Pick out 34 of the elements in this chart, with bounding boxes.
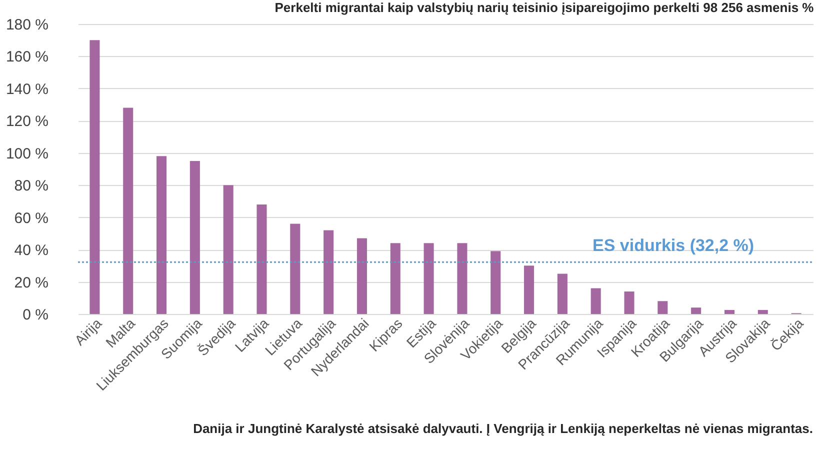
bar (324, 230, 334, 314)
bar (691, 308, 702, 314)
bar (390, 243, 400, 314)
y-tick-label: 40 % (14, 242, 48, 260)
text: Danija ir Jungtinė Karalystė atsisakė dalyvauti. Į Vengriją ir Lenkiją neperkeltas nė vienas migrantas. (193, 421, 813, 436)
bar (557, 274, 568, 314)
bar (123, 108, 134, 314)
y-tick-label: 120 % (6, 113, 48, 130)
bar (658, 301, 668, 314)
bar (424, 243, 434, 314)
bar (90, 40, 100, 314)
y-tick-label: 100 % (6, 145, 48, 162)
ref-line-label: ES vidurkis (32,2 %) (592, 236, 754, 256)
bar (590, 288, 601, 314)
y-tick-label: 160 % (6, 48, 48, 66)
y-tick-label: 20 % (14, 274, 48, 292)
y-tick-label: 80 % (14, 178, 48, 195)
bar (223, 185, 234, 314)
bar (457, 243, 468, 314)
bar (290, 224, 300, 314)
y-tick-label: 180 % (6, 16, 48, 34)
chart-title: Perkelti migrantai kaip valstybių narių teisinio įsipareigojimo perkelti 98 256 asmenis % (274, 0, 814, 15)
bar (256, 204, 267, 314)
y-tick-label: 140 % (6, 80, 48, 98)
y-tick-label: 0 % (22, 306, 48, 324)
bar (156, 156, 167, 314)
bar (624, 291, 634, 314)
bar (190, 160, 200, 314)
bar (724, 310, 734, 314)
bar (490, 251, 501, 314)
bar (524, 266, 534, 314)
bar (356, 238, 367, 314)
bar (758, 310, 768, 314)
y-tick-label: 60 % (14, 210, 48, 227)
